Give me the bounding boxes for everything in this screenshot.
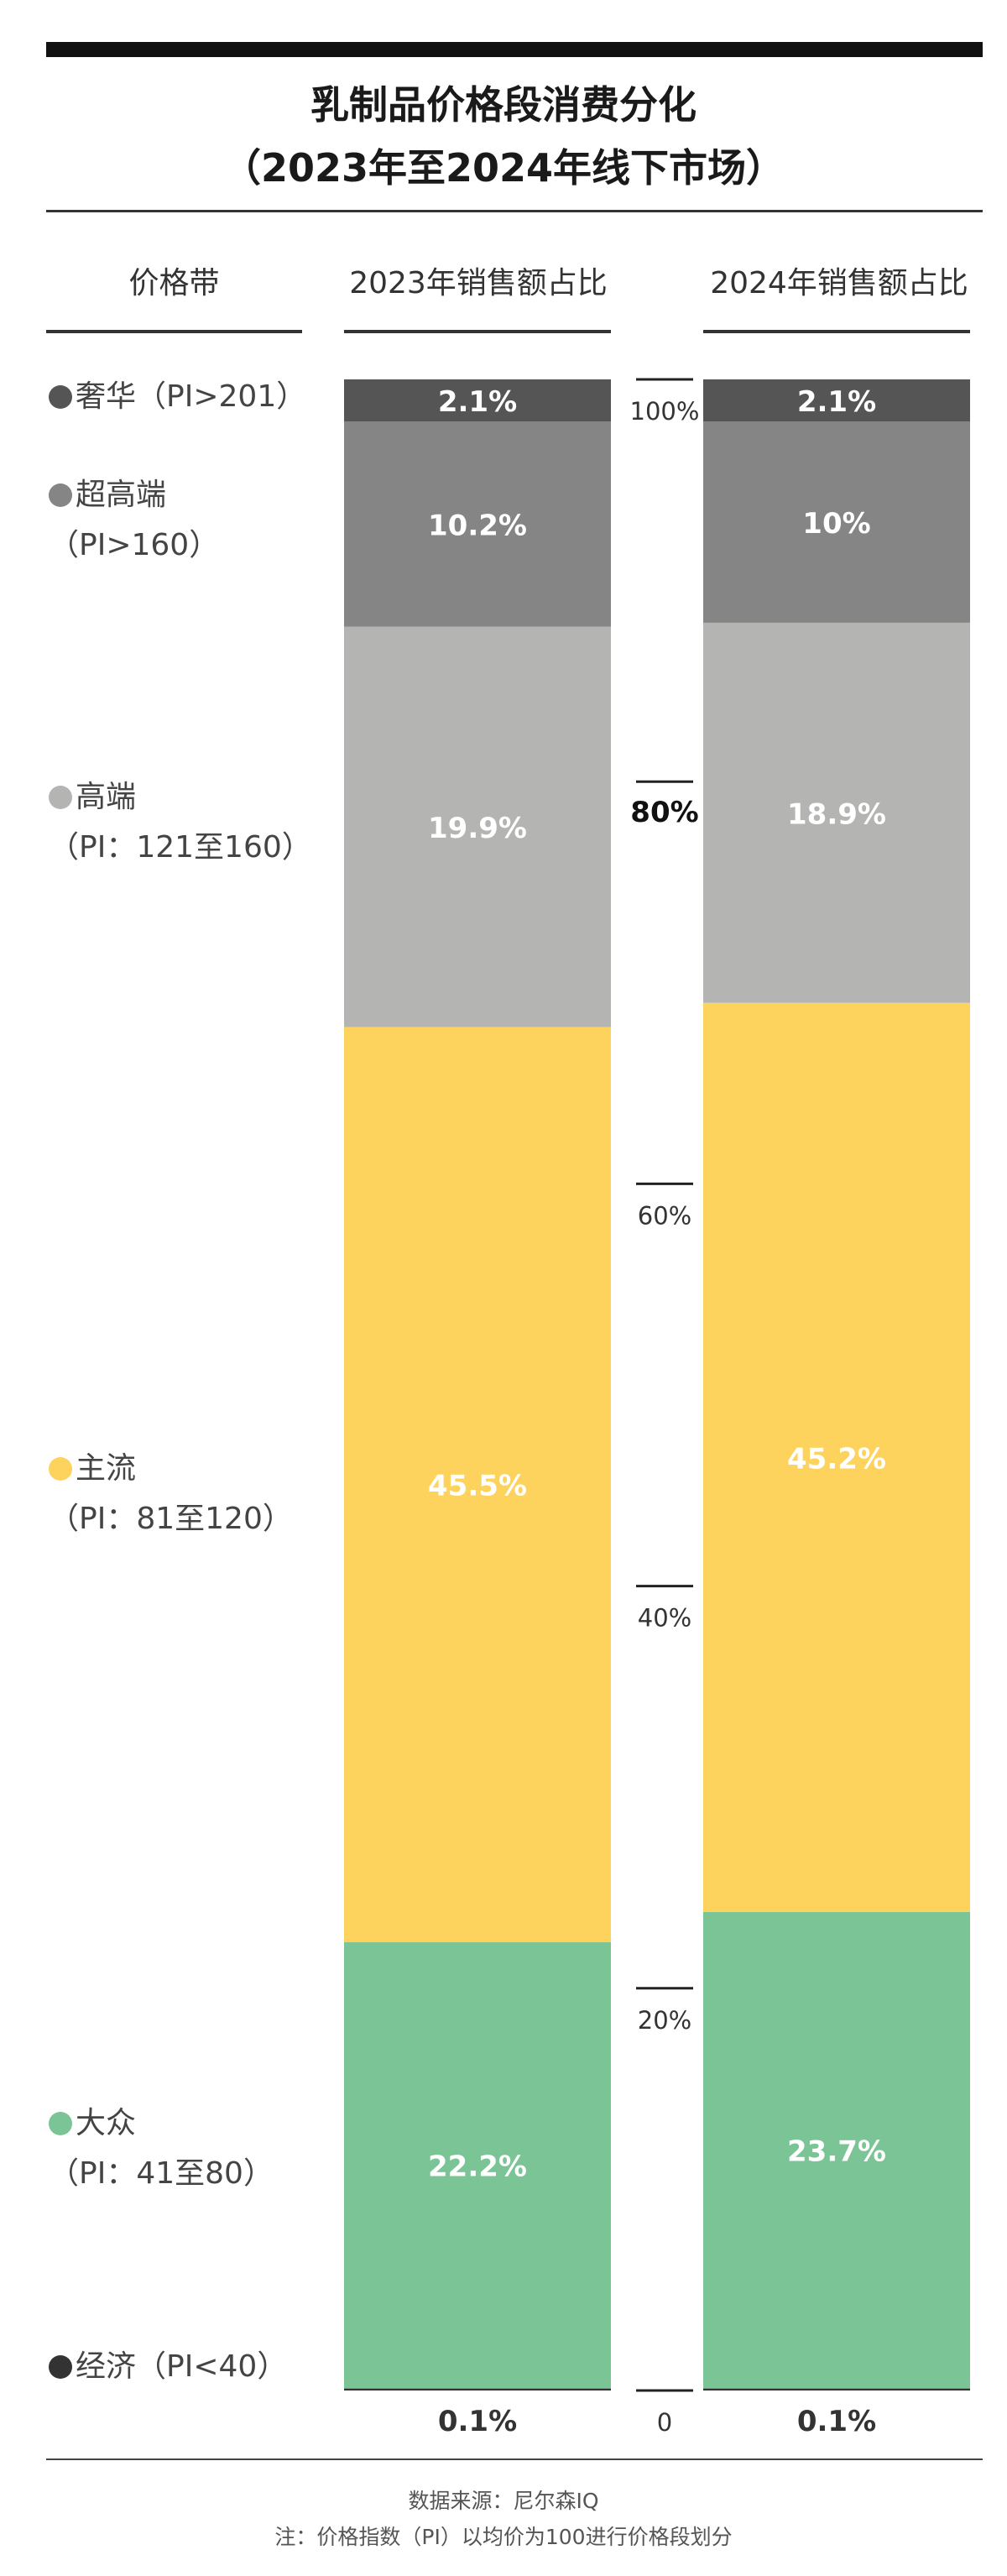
luxury-dot-icon — [49, 385, 72, 409]
axis-tick-label-40: 40% — [638, 1604, 691, 1633]
bar-segment-2024-3 — [703, 622, 970, 1003]
chart-title: 乳制品价格段消费分化 — [310, 82, 697, 128]
category-luxury-name: 奢华 — [76, 379, 137, 414]
category-mass: 大众 — [49, 2100, 136, 2147]
category-premium-range: （PI：121至160） — [49, 830, 312, 865]
category-mainstream: 主流 — [49, 1445, 136, 1492]
data-label-2023-2: 45.5% — [428, 1470, 527, 1503]
category-mainstream-range: （PI：81至120） — [49, 1502, 293, 1536]
bar-segment-2023-5 — [344, 379, 611, 422]
data-label-2024-0: 0.1% — [797, 2405, 876, 2434]
category-economy-range: （PI<40） — [136, 2349, 288, 2384]
bar-segment-2023-1 — [344, 1941, 611, 2389]
data-label-2023-0: 0.1% — [438, 2405, 517, 2434]
footnote-source: 数据来源：尼尔森IQ — [408, 2489, 599, 2513]
data-label-2023-3: 19.9% — [428, 812, 527, 845]
footer-divider — [46, 2458, 983, 2460]
header-rule-category — [46, 330, 302, 333]
ultra-premium-dot-icon — [49, 483, 72, 507]
category-ultra-premium-name: 超高端 — [76, 478, 167, 512]
bar-segment-2023-2 — [344, 1027, 611, 1942]
axis-tick-label-20: 20% — [638, 2006, 691, 2035]
mainstream-dot-icon — [49, 1457, 72, 1481]
axis-tick-label-0: 0 — [657, 2408, 672, 2434]
category-mass-range: （PI：41至80） — [49, 2156, 274, 2191]
bar-segment-2023-0 — [344, 2388, 611, 2391]
bar-segment-2024-5 — [703, 379, 970, 422]
bar-segment-2024-1 — [703, 1911, 970, 2389]
bar-segment-2024-2 — [703, 1002, 970, 1912]
category-mass-name: 大众 — [76, 2106, 137, 2140]
bar-segment-2023-4 — [344, 421, 611, 627]
data-label-2023-5: 2.1% — [438, 385, 517, 419]
header-price-band: 价格带 — [128, 266, 220, 300]
header-rule-2024 — [703, 330, 970, 333]
footnote-note: 注：价格指数（PI）以均价为100进行价格段划分 — [274, 2525, 733, 2549]
data-label-2023-4: 10.2% — [428, 509, 527, 543]
axis-tick-label-80: 80% — [630, 796, 698, 829]
data-label-2024-4: 10% — [802, 507, 870, 541]
data-label-2024-1: 23.7% — [787, 2135, 886, 2169]
title-divider — [46, 210, 983, 212]
data-label-2024-2: 45.2% — [787, 1442, 886, 1476]
data-label-2024-5: 2.1% — [797, 385, 876, 419]
top-bar — [46, 42, 983, 57]
data-label-2024-3: 18.9% — [787, 797, 886, 831]
data-label-2023-1: 22.2% — [428, 2150, 527, 2184]
header-2024: 2024年销售额占比 — [710, 266, 968, 300]
header-rule-2023 — [344, 330, 611, 333]
category-ultra-premium: 超高端 — [49, 472, 166, 519]
bar-segment-2024-0 — [703, 2388, 970, 2391]
category-economy: 经济（PI<40） — [49, 2343, 287, 2391]
category-luxury: 奢华（PI>201） — [49, 374, 306, 421]
category-ultra-premium-range: （PI>160） — [49, 528, 220, 562]
economy-dot-icon — [49, 2355, 72, 2379]
axis-tick-label-100: 100% — [630, 397, 700, 426]
stacked-bar-chart: 0.1% 22.2% 45.5% 19.9% 10.2% 2.1% 0.1% 23.7% 45.… — [344, 378, 970, 2434]
category-premium-name: 高端 — [76, 780, 137, 814]
bar-segment-2024-4 — [703, 421, 970, 623]
chart-subtitle: （2023年至2024年线下市场） — [222, 145, 785, 191]
category-economy-name: 经济 — [76, 2349, 137, 2384]
header-2023: 2023年销售额占比 — [349, 266, 608, 300]
category-premium: 高端 — [49, 774, 136, 821]
mass-dot-icon — [49, 2112, 72, 2135]
bar-segment-2023-3 — [344, 626, 611, 1027]
premium-dot-icon — [49, 786, 72, 809]
category-luxury-range: （PI>201） — [136, 379, 307, 414]
axis-tick-label-60: 60% — [638, 1201, 691, 1230]
category-mainstream-name: 主流 — [76, 1451, 137, 1486]
